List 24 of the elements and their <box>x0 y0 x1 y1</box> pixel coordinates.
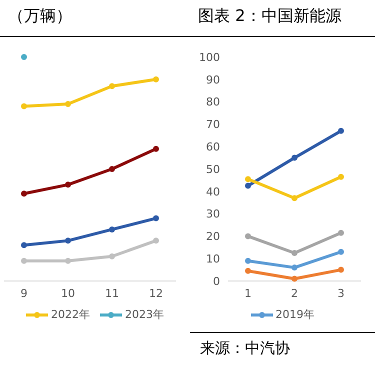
y-tick-label: 20 <box>206 230 220 244</box>
source-note: 来源：中汽协 <box>190 332 375 364</box>
chart-title: （万辆） <box>0 0 190 37</box>
chart-title: 图表 2：中国新能源 <box>190 0 375 37</box>
x-tick-label: 3 <box>338 286 344 300</box>
legend-label: 2019年 <box>274 307 314 322</box>
y-tick-label: 10 <box>206 252 220 266</box>
y-tick-label: 70 <box>206 118 220 132</box>
x-tick-label: 11 <box>105 286 119 300</box>
y-tick-label: 30 <box>206 208 220 221</box>
y-tick-label: 0 <box>213 274 220 288</box>
legend-label: 2022年 <box>50 307 90 322</box>
y-tick-label: 90 <box>206 73 220 86</box>
x-tick-label: 12 <box>149 286 163 300</box>
y-tick-label: 60 <box>206 140 220 154</box>
x-tick-label: 9 <box>20 286 28 300</box>
y-tick-label: 100 <box>199 50 220 64</box>
x-tick-label: 2 <box>291 286 298 300</box>
y-tick-label: 40 <box>206 185 220 198</box>
x-tick-label: 10 <box>61 286 75 300</box>
x-tick-label: 1 <box>244 286 252 300</box>
y-tick-label: 80 <box>206 96 220 109</box>
y-tick-label: 50 <box>206 162 220 176</box>
legend-label: 2023年 <box>124 307 164 322</box>
